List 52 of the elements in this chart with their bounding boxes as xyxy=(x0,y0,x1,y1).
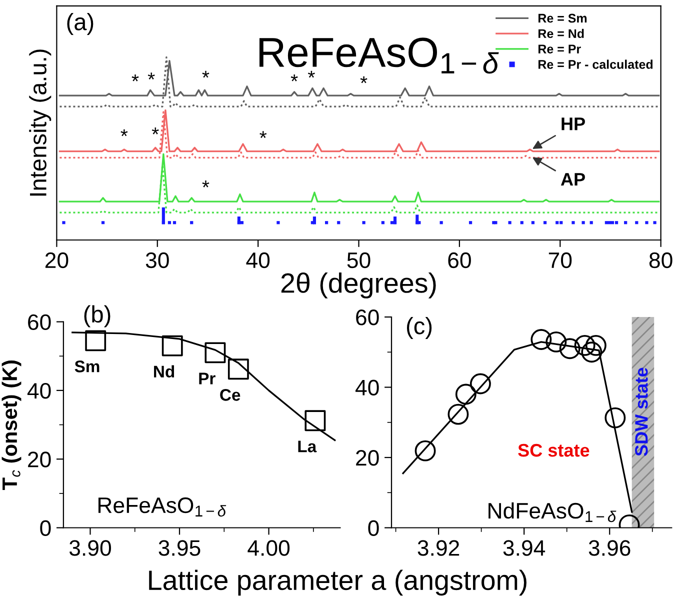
annotation: * xyxy=(290,74,298,82)
y-axis-title: Intensity (a.u.) xyxy=(29,50,52,196)
annotation: SC state xyxy=(518,444,590,457)
annotation: La xyxy=(298,440,317,452)
annotation: * xyxy=(148,72,155,80)
y-tick-label: 20 xyxy=(356,450,379,466)
x-tick-label: 3.90 xyxy=(69,540,111,556)
x-tick-label: 3.92 xyxy=(418,540,460,556)
y-axis-title: T$_{c}$ (onset) (K) xyxy=(2,360,22,490)
annotation: * xyxy=(202,180,210,188)
y-tick-label: 20 xyxy=(28,452,51,468)
x-tick-label: 80 xyxy=(649,252,672,268)
y-tick-label: 60 xyxy=(356,310,379,326)
x-axis-title: Lattice parameter a (angstrom) xyxy=(149,570,526,596)
x-tick-label: 3.95 xyxy=(158,540,200,556)
x-axis-title: 2θ (degrees) xyxy=(281,272,436,298)
text: (a) xyxy=(67,12,94,35)
x-tick-label: 40 xyxy=(246,252,270,268)
legend-label: Re = Sm xyxy=(538,14,587,23)
annotation: Ce xyxy=(220,389,240,401)
legend-label: Re = Pr xyxy=(538,44,581,54)
x-tick-label: 20 xyxy=(45,252,68,268)
annotation: * xyxy=(260,131,267,138)
annotation: ReFeAsO$_{1−δ}$ xyxy=(98,497,226,517)
x-tick-label: 3.94 xyxy=(503,540,546,556)
x-tick-label: 60 xyxy=(448,252,471,268)
annotation: (c) xyxy=(406,317,432,340)
annotation: Pr xyxy=(199,372,216,384)
x-tick-label: 50 xyxy=(347,252,370,268)
band-label: SDW state xyxy=(635,368,648,456)
annotation: * xyxy=(132,74,139,82)
annotation: Nd xyxy=(154,365,174,378)
annotation: Sm xyxy=(74,360,100,372)
annotation: NdFeAsO$_{1−δ}$ xyxy=(488,502,616,522)
x-tick-label: 3.96 xyxy=(588,540,630,556)
annotation: * xyxy=(120,129,128,136)
y-tick-label: 0 xyxy=(40,520,51,536)
annotation: * xyxy=(152,128,159,134)
legend-label: Re = Nd xyxy=(538,28,584,38)
y-tick-label: 40 xyxy=(27,382,51,399)
x-tick-label: 4.00 xyxy=(248,540,290,556)
annotation: * xyxy=(360,76,368,84)
annotation: * xyxy=(202,70,210,78)
y-tick-label: 60 xyxy=(28,314,51,330)
annotation: (b) xyxy=(84,305,110,328)
annotation: HP xyxy=(562,118,585,130)
x-tick-label: 70 xyxy=(548,252,572,268)
annotation: AP xyxy=(560,173,585,186)
x-tick-label: 30 xyxy=(146,252,169,268)
y-tick-label: 40 xyxy=(355,380,379,396)
y-tick-label: 0 xyxy=(368,520,379,536)
legend-label: Re = Pr - calculated xyxy=(538,60,653,69)
